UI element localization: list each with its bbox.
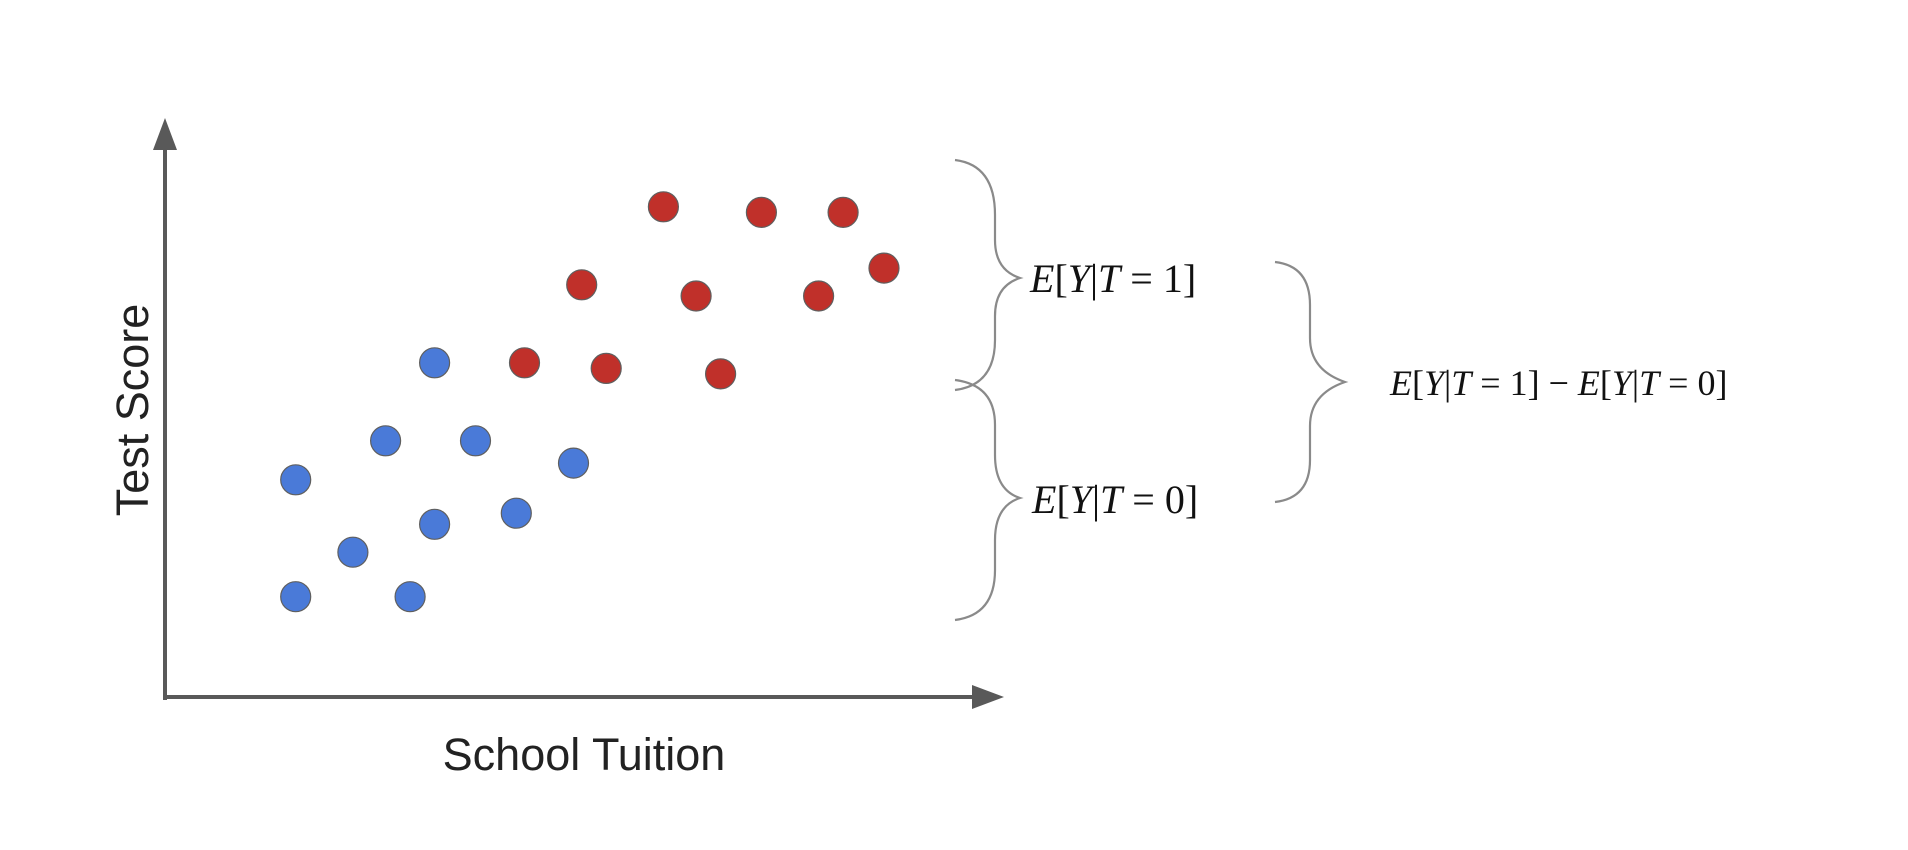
data-point-series-0-3	[419, 508, 451, 540]
math-annotations: E[Y|T = 1]E[Y|T = 0]E[Y|T = 1] − E[Y|T =…	[1029, 256, 1727, 522]
data-point-series-0-7	[459, 425, 492, 457]
annotation-difference-part-3: |	[1444, 363, 1451, 403]
data-point-series-1-6	[868, 252, 900, 284]
annotation-control-part-1: [	[1056, 477, 1069, 522]
y-axis-label: Test Score	[107, 304, 158, 517]
data-point-series-1-2	[704, 358, 737, 390]
data-point-series-1-9	[827, 196, 859, 228]
y-axis-arrow	[153, 118, 177, 150]
annotation-treated-part-5: = 1]	[1120, 256, 1196, 301]
data-point-series-1-1	[590, 352, 622, 384]
annotation-control-part-5: = 0]	[1122, 477, 1198, 522]
data-point-series-0-5	[280, 464, 312, 496]
data-point-series-1-4	[680, 280, 712, 312]
data-point-series-0-1	[394, 581, 426, 613]
annotation-difference-part-5: = 1] −	[1471, 363, 1578, 403]
annotation-difference-part-4: T	[1451, 363, 1474, 403]
data-point-series-1-3	[566, 269, 598, 301]
annotation-treated: E[Y|T = 1]	[1029, 256, 1196, 301]
annotation-difference-part-6: E	[1577, 363, 1600, 403]
annotation-treated-part-0: E	[1029, 256, 1054, 301]
annotation-control-part-2: Y	[1070, 477, 1096, 522]
data-point-series-0-9	[419, 347, 451, 379]
brace-control	[954, 378, 1024, 622]
annotation-difference: E[Y|T = 1] − E[Y|T = 0]	[1389, 363, 1727, 403]
annotation-control-part-3: |	[1092, 477, 1100, 522]
annotation-treated-part-2: Y	[1068, 256, 1094, 301]
data-point-series-1-8	[745, 196, 778, 228]
annotation-control: E[Y|T = 0]	[1031, 477, 1198, 522]
annotation-treated-part-3: |	[1090, 256, 1098, 301]
annotation-treated-part-1: [	[1054, 256, 1067, 301]
brace-treated	[954, 158, 1024, 392]
annotation-difference-part-10: T	[1639, 363, 1662, 403]
data-point-series-0-6	[370, 425, 402, 457]
annotation-difference-part-9: |	[1632, 363, 1639, 403]
x-axis-arrow	[972, 685, 1004, 709]
data-point-series-1-7	[647, 191, 680, 223]
data-point-series-0-0	[280, 581, 312, 613]
annotation-treated-part-4: T	[1098, 256, 1123, 301]
annotation-difference-part-2: Y	[1424, 363, 1448, 403]
x-axis-label: School Tuition	[443, 729, 726, 780]
annotation-difference-part-1: [	[1412, 363, 1424, 403]
annotation-control-part-4: T	[1100, 477, 1125, 522]
data-point-series-0-8	[557, 447, 590, 479]
axes	[153, 118, 1004, 709]
braces	[954, 158, 1349, 622]
annotation-control-part-0: E	[1031, 477, 1056, 522]
annotation-difference-part-8: Y	[1612, 363, 1636, 403]
annotation-difference-part-7: [	[1600, 363, 1612, 403]
annotation-difference-part-0: E	[1389, 363, 1412, 403]
data-points	[280, 191, 900, 613]
data-point-series-0-2	[337, 536, 369, 568]
brace-difference	[1274, 260, 1349, 504]
data-point-series-1-0	[508, 347, 541, 379]
data-point-series-1-5	[802, 280, 835, 312]
data-point-series-0-4	[500, 497, 532, 529]
annotation-difference-part-11: = 0]	[1659, 363, 1727, 403]
